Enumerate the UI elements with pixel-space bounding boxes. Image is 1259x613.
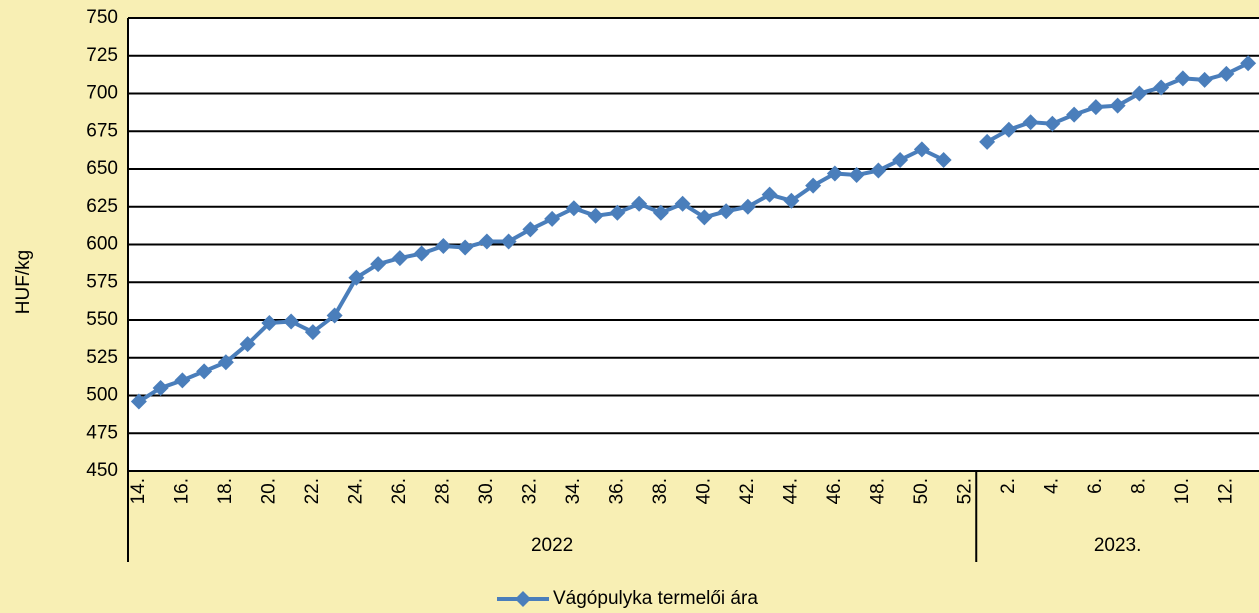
data-point (1022, 114, 1039, 131)
data-point (130, 393, 147, 410)
y-tick-label: 450 (86, 460, 118, 481)
x-tick-label: 28. (432, 478, 453, 504)
x-tick-label: 48. (867, 478, 888, 504)
y-tick-label: 625 (86, 196, 118, 217)
x-tick-label: 52. (954, 478, 975, 504)
y-tick-label: 650 (86, 158, 118, 179)
data-point (935, 151, 952, 168)
y-tick-label: 500 (86, 385, 118, 406)
data-point (587, 207, 604, 224)
data-point (783, 192, 800, 209)
x-tick-label: 24. (345, 478, 366, 504)
data-point (413, 245, 430, 262)
x-tick-label: 6. (1085, 478, 1106, 494)
x-tick-label: 14. (128, 478, 149, 504)
data-point (870, 162, 887, 179)
data-point (391, 250, 408, 267)
y-axis-label: HUF/kg (13, 250, 34, 314)
data-point (1240, 55, 1257, 72)
data-point (478, 233, 495, 250)
data-point (892, 151, 909, 168)
x-tick-label: 46. (824, 478, 845, 504)
data-point (174, 372, 191, 389)
x-tick-label: 2. (998, 478, 1019, 494)
x-tick-label: 20. (258, 478, 279, 504)
y-tick-label: 525 (86, 347, 118, 368)
y-tick-label: 725 (86, 45, 118, 66)
data-point (1174, 70, 1191, 87)
x-tick-label: 18. (215, 478, 236, 504)
data-point (1131, 85, 1148, 102)
data-point (565, 200, 582, 217)
x-tick-label: 32. (519, 478, 540, 504)
data-point (152, 379, 169, 396)
x-tick-label: 4. (1041, 478, 1062, 494)
data-point (435, 238, 452, 255)
data-point (500, 233, 517, 250)
data-point (652, 204, 669, 221)
x-tick-label: 22. (302, 478, 323, 504)
data-point (761, 186, 778, 203)
x-tick-label: 26. (389, 478, 410, 504)
data-point (1196, 71, 1213, 88)
data-point (913, 141, 930, 158)
data-point (674, 195, 691, 212)
data-point (1066, 106, 1083, 123)
y-tick-label: 575 (86, 271, 118, 292)
data-point (848, 167, 865, 184)
y-tick-label: 550 (86, 309, 118, 330)
data-point (217, 354, 234, 371)
data-point (1087, 99, 1104, 116)
data-point (805, 177, 822, 194)
data-point (348, 269, 365, 286)
x-tick-label: 12. (1215, 478, 1236, 504)
data-point (304, 324, 321, 341)
data-point (196, 363, 213, 380)
data-point (979, 133, 996, 150)
data-point (1153, 79, 1170, 96)
x-tick-label: 50. (911, 478, 932, 504)
data-point (1000, 121, 1017, 138)
y-tick-label: 675 (86, 120, 118, 141)
data-point (283, 313, 300, 330)
data-point (1044, 115, 1061, 132)
data-point (631, 195, 648, 212)
data-point (1218, 65, 1235, 82)
data-point (261, 315, 278, 332)
data-point (696, 209, 713, 226)
x-tick-label: 44. (780, 478, 801, 504)
y-tick-label: 750 (86, 7, 118, 28)
data-point (370, 256, 387, 273)
x-tick-label: 42. (737, 478, 758, 504)
x-tick-label: 30. (476, 478, 497, 504)
data-point (457, 239, 474, 256)
legend-marker (515, 591, 531, 607)
data-point (1109, 97, 1126, 114)
legend-label: Vágópulyka termelői ára (553, 588, 758, 609)
y-tick-label: 700 (86, 83, 118, 104)
group-label: 2023. (1094, 535, 1142, 556)
x-tick-label: 16. (171, 478, 192, 504)
x-tick-label: 36. (606, 478, 627, 504)
data-point (239, 336, 256, 353)
data-point (739, 198, 756, 215)
data-point (326, 307, 343, 324)
y-tick-label: 600 (86, 234, 118, 255)
data-point (544, 210, 561, 227)
x-tick-label: 10. (1172, 478, 1193, 504)
x-tick-label: 40. (693, 478, 714, 504)
x-tick-label: 34. (563, 478, 584, 504)
data-point (826, 165, 843, 182)
data-point (609, 204, 626, 221)
x-tick-label: 38. (650, 478, 671, 504)
y-tick-label: 475 (86, 422, 118, 443)
x-tick-label: 8. (1128, 478, 1149, 494)
group-label: 2022 (531, 535, 573, 556)
data-point (522, 221, 539, 238)
data-point (718, 203, 735, 220)
